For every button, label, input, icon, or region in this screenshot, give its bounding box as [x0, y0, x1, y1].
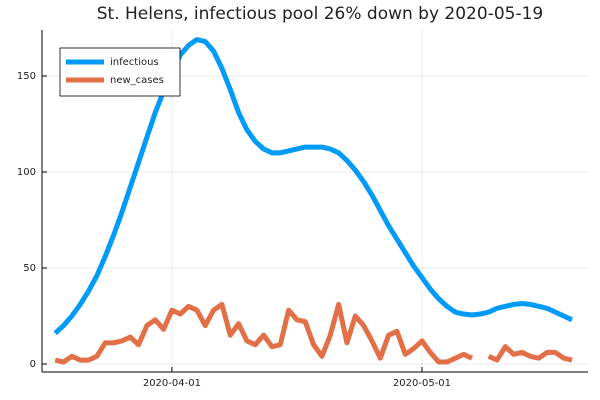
- y-tick-label: 150: [17, 71, 36, 82]
- y-tick-label: 50: [23, 263, 36, 274]
- legend-box: [59, 47, 181, 97]
- chart-title: St. Helens, infectious pool 26% down by …: [97, 4, 543, 24]
- series-line: [54, 301, 573, 365]
- x-tick-label: 2020-04-01: [143, 378, 201, 389]
- legend-label: new_cases: [110, 75, 164, 86]
- y-tick-label: 0: [30, 359, 36, 370]
- y-tick-label: 100: [17, 167, 36, 178]
- legend-label: infectious: [110, 57, 159, 68]
- x-tick-label: 2020-05-01: [393, 378, 451, 389]
- series-line: [53, 37, 574, 336]
